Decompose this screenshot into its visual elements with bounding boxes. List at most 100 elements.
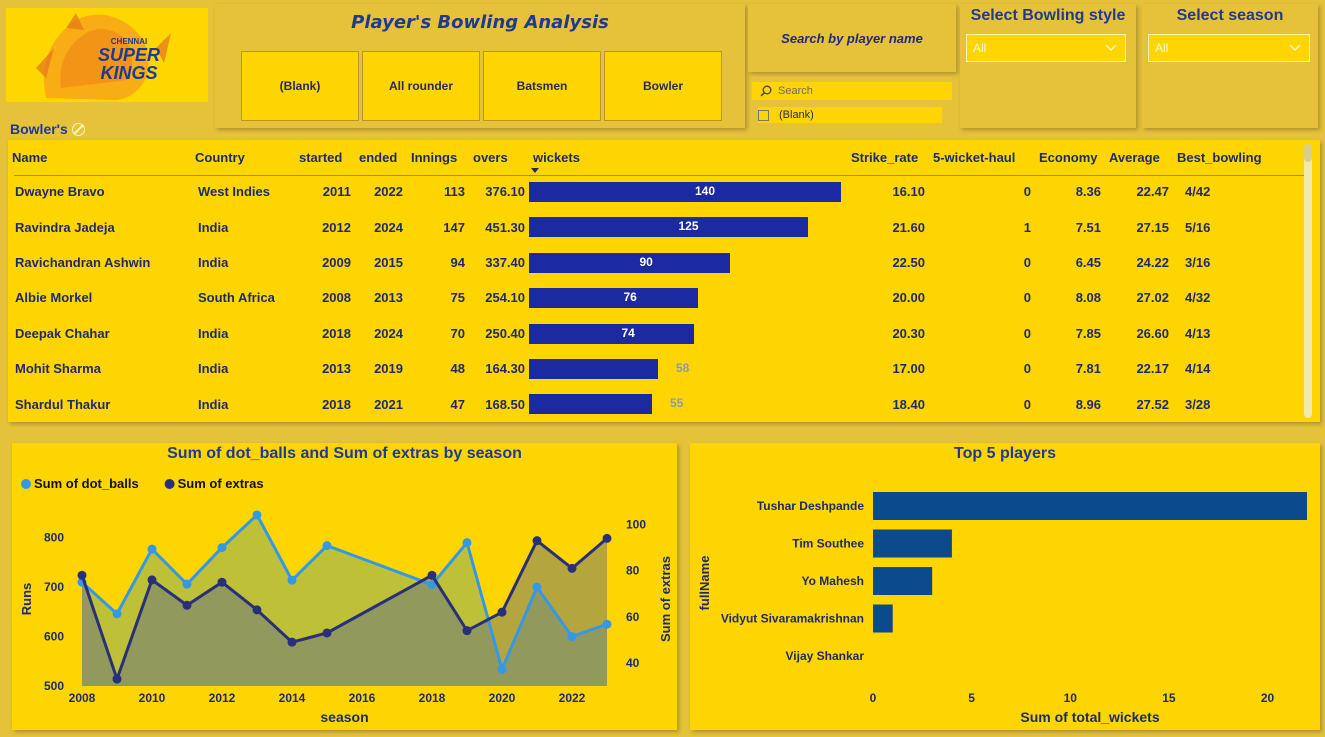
cell-started: 2008 — [322, 290, 351, 306]
extras-area — [82, 538, 607, 686]
column-header-name[interactable]: Name — [12, 149, 48, 165]
cell-country: India — [198, 254, 229, 270]
cell-strike-rate: 16.10 — [892, 184, 925, 200]
filter-off-icon[interactable] — [71, 122, 85, 136]
cell-name: Albie Morkel — [15, 290, 93, 306]
cell-ended: 2024 — [374, 325, 403, 341]
search-input[interactable]: Search — [752, 82, 952, 100]
y2-tick-label: 100 — [626, 518, 646, 532]
data-point — [252, 605, 262, 615]
table-scrollbar[interactable] — [1304, 144, 1312, 418]
x-tick-label: 2008 — [69, 691, 96, 705]
wickets-value: 58 — [676, 360, 690, 375]
cell-5-wicket-haul: 1 — [1023, 219, 1031, 235]
data-point — [147, 575, 157, 585]
table-row[interactable]: Dwayne Bravo West Indies 2011 2022 113 376.10… — [8, 174, 1268, 209]
x-tick-label: 2014 — [279, 691, 306, 705]
x-tick-label: 2012 — [209, 691, 236, 705]
table-row[interactable]: Shardul Thakur India 2018 2021 47 168.50 55 18.… — [8, 386, 1268, 421]
column-header-started[interactable]: started — [299, 149, 343, 165]
chart2-title: Top 5 players — [954, 445, 1056, 462]
column-header-overs[interactable]: overs — [473, 149, 508, 165]
x-tick-label: 2018 — [419, 691, 446, 705]
data-point — [497, 664, 507, 674]
series-line — [80, 537, 608, 684]
wickets-cell: 76 — [529, 280, 847, 315]
role-tile-all-rounder[interactable]: All rounder — [362, 51, 480, 121]
top-players-chart: Top 5 players Tushar Deshpande Tim Southe… — [690, 443, 1320, 730]
cell-name: Shardul Thakur — [15, 396, 111, 412]
cell-started: 2009 — [322, 254, 351, 270]
cell-5-wicket-haul: 0 — [1023, 396, 1031, 412]
table-row[interactable]: Mohit Sharma India 2013 2019 48 164.30 58 17.00… — [8, 351, 1268, 386]
x-tick-label: 5 — [968, 691, 975, 705]
y-tick-label: 700 — [44, 580, 64, 594]
data-point — [497, 607, 507, 617]
season-dropdown[interactable]: All — [1148, 34, 1310, 62]
data-point — [182, 600, 192, 610]
cell-strike-rate: 17.00 — [892, 361, 925, 377]
table-body: Dwayne Bravo West Indies 2011 2022 113 376.10… — [8, 174, 1268, 422]
bowling-style-value: All — [973, 41, 987, 55]
search-option-blank[interactable]: (Blank) — [758, 107, 942, 123]
cell-country: West Indies — [198, 184, 271, 200]
team-logo: CHENNAI SUPER KINGS — [6, 8, 208, 102]
search-heading: Search by player name — [748, 4, 956, 72]
data-point — [462, 626, 472, 636]
table-row[interactable]: Ravichandran Ashwin India 2009 2015 94 337.40… — [8, 245, 1268, 280]
column-header-ended[interactable]: ended — [359, 149, 398, 165]
column-header-average[interactable]: Average — [1109, 149, 1160, 165]
cell-innings: 113 — [444, 184, 465, 200]
cell-innings: 70 — [450, 325, 465, 341]
table-header-row: Name Country started ended Innings overs wicke… — [8, 140, 1268, 174]
role-tile-batsmen[interactable]: Batsmen — [483, 51, 601, 121]
role-tile-bowler[interactable]: Bowler — [604, 51, 722, 121]
data-point — [602, 619, 612, 629]
season-label: Select season — [1176, 7, 1284, 24]
player-name-label: Vijay Shankar — [786, 649, 865, 663]
season-value: All — [1155, 41, 1169, 55]
wickets-cell: 140 — [529, 174, 847, 209]
data-point — [252, 510, 262, 520]
cell-strike-rate: 22.50 — [892, 254, 925, 270]
cell-5-wicket-haul: 0 — [1023, 325, 1031, 341]
wickets-value: 76 — [623, 290, 637, 305]
wickets-bar — [529, 288, 698, 309]
cell-economy: 7.81 — [1075, 361, 1101, 377]
cell-best-bowling: 4/14 — [1185, 361, 1211, 377]
cell-economy: 8.36 — [1075, 184, 1101, 200]
bowling-style-dropdown[interactable]: All — [966, 34, 1126, 62]
x-tick-label: 15 — [1162, 691, 1176, 705]
y-axis-label: fullName — [697, 556, 712, 611]
column-header-economy[interactable]: Economy — [1039, 149, 1098, 165]
column-header-country[interactable]: Country — [195, 149, 245, 165]
column-header-innings[interactable]: Innings — [411, 149, 458, 165]
role-tile-blank[interactable]: (Blank) — [241, 51, 359, 121]
column-header-best-bowling[interactable]: Best_bowling — [1177, 149, 1262, 165]
cell-innings: 48 — [450, 361, 465, 377]
data-point — [112, 674, 122, 684]
scrollbar-thumb[interactable] — [1304, 144, 1312, 162]
x-axis-label: Sum of total_wickets — [1020, 709, 1159, 725]
table-row[interactable]: Ravindra Jadeja India 2012 2024 147 451.30 125… — [8, 209, 1268, 244]
column-header-5-wicket-haul[interactable]: 5-wicket-haul — [933, 149, 1016, 165]
y2-tick-label: 80 — [626, 564, 640, 578]
player-bar — [873, 529, 952, 558]
player-bar — [873, 567, 933, 595]
cell-5-wicket-haul: 0 — [1023, 254, 1031, 270]
column-header-strike-rate[interactable]: Strike_rate — [851, 149, 919, 165]
wickets-bar — [529, 217, 808, 238]
wickets-cell: 74 — [529, 316, 847, 351]
column-header-wickets[interactable]: wickets — [529, 140, 847, 174]
cell-average: 26.60 — [1136, 325, 1169, 341]
cell-5-wicket-haul: 0 — [1023, 184, 1031, 200]
line-chart-svg: Sum of dot_balls Sum of extras 500 600 700 80… — [19, 476, 673, 725]
cell-started: 2012 — [322, 219, 351, 235]
sort-desc-icon — [531, 168, 539, 173]
table-row[interactable]: Albie Morkel South Africa 2008 2013 75 254.10… — [8, 280, 1268, 315]
table-row[interactable]: Deepak Chahar India 2018 2024 70 250.40 74 20.3… — [8, 316, 1268, 351]
checkbox[interactable] — [758, 109, 769, 121]
cell-overs: 168.50 — [485, 396, 525, 412]
logo-line1: CHENNAI — [110, 37, 148, 46]
logo-line2: SUPER — [97, 45, 160, 65]
